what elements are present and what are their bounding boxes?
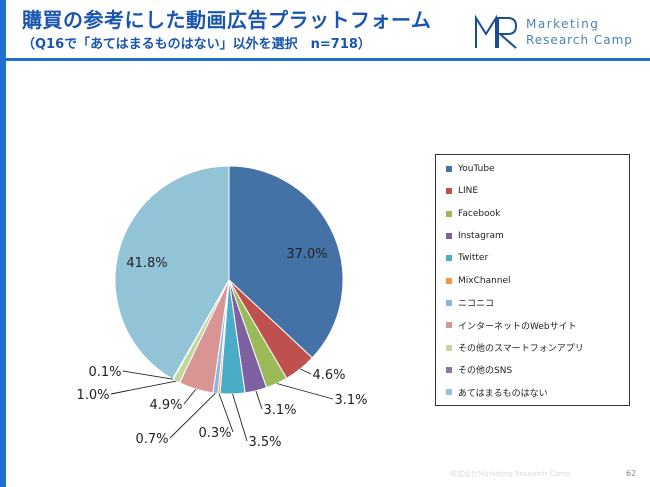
- legend-label: あてはまるものはない: [458, 388, 548, 399]
- legend-swatch: [446, 210, 452, 217]
- legend-item: あてはまるものはない: [446, 381, 629, 403]
- header-divider: [6, 58, 650, 61]
- legend-item: Twitter: [446, 247, 629, 269]
- legend-label: その他のスマートフォンアプリ: [458, 344, 584, 355]
- legend-label: インターネットのWebサイト: [458, 321, 577, 332]
- data-label: 37.0%: [286, 247, 327, 262]
- legend-swatch: [446, 255, 452, 262]
- mrc-logo-icon: [475, 14, 518, 49]
- legend-item: MixChannel: [446, 269, 629, 291]
- legend-label: Facebook: [458, 208, 501, 219]
- leader-line: [110, 380, 177, 395]
- legend-swatch: [446, 299, 452, 306]
- data-label: 3.1%: [263, 403, 296, 418]
- leader-line: [218, 393, 234, 433]
- legend-label: Twitter: [458, 253, 489, 264]
- legend-swatch: [446, 166, 452, 173]
- leader-line: [122, 370, 173, 380]
- pie-leader-lines: [110, 368, 334, 442]
- leader-line: [276, 383, 334, 400]
- data-label: 0.1%: [88, 365, 121, 380]
- legend-item: インターネットのWebサイト: [446, 314, 629, 336]
- page-subtitle: （Q16で「あてはまるものはない」以外を選択 n=718）: [22, 37, 371, 52]
- legend-swatch: [446, 322, 452, 329]
- pie-data-labels: 37.0% 4.6% 3.1% 3.1% 3.5% 0.3% 0.7% 4.9% 1.0% 0.1…: [76, 247, 367, 450]
- data-label: 0.7%: [135, 432, 168, 447]
- pie-slice: [114, 165, 230, 380]
- leader-line: [183, 388, 197, 405]
- chart-legend: YouTube LINE Facebook Instagram Twitter MixCh…: [435, 154, 630, 406]
- legend-item: その他のSNS: [446, 359, 629, 381]
- footer-copyright: 株式会社Marketing Research Camp: [450, 470, 570, 478]
- leader-line: [169, 392, 216, 439]
- leader-line: [232, 393, 248, 442]
- logo-text-line1: Marketing: [526, 17, 600, 31]
- legend-item: Facebook: [446, 203, 629, 225]
- data-label: 4.6%: [312, 368, 345, 383]
- legend-item: ニコニコ: [446, 292, 629, 314]
- data-label: 1.0%: [76, 388, 109, 403]
- data-label: 41.8%: [126, 256, 167, 271]
- legend-swatch: [446, 389, 452, 396]
- legend-swatch: [446, 344, 452, 351]
- data-label: 3.1%: [334, 393, 367, 408]
- logo-text-line2: Research Camp: [526, 33, 633, 47]
- leader-line: [300, 368, 312, 375]
- legend-item: Instagram: [446, 225, 629, 247]
- legend-swatch: [446, 366, 452, 373]
- leader-line: [255, 390, 263, 410]
- accent-side-bar: [0, 0, 6, 487]
- data-label: 0.3%: [198, 426, 231, 441]
- legend-label: ニコニコ: [458, 299, 495, 310]
- page-number: 62: [626, 469, 637, 478]
- page-title: 購買の参考にした動画広告プラットフォーム: [22, 8, 432, 32]
- brand-logo: Marketing Research Camp: [474, 14, 634, 50]
- pie-slices: [114, 165, 344, 395]
- legend-label: YouTube: [458, 164, 495, 175]
- legend-item: LINE: [446, 180, 629, 202]
- data-label: 4.9%: [149, 398, 182, 413]
- data-label: 3.5%: [248, 435, 281, 450]
- legend-item: その他のスマートフォンアプリ: [446, 336, 629, 358]
- legend-label: MixChannel: [458, 275, 511, 286]
- legend-swatch: [446, 188, 452, 195]
- legend-label: Instagram: [458, 231, 504, 242]
- legend-label: その他のSNS: [458, 366, 513, 377]
- pie-slice: [228, 165, 344, 359]
- legend-swatch: [446, 277, 452, 284]
- legend-swatch: [446, 233, 452, 240]
- legend-label: LINE: [458, 186, 479, 197]
- legend-item: YouTube: [446, 158, 629, 180]
